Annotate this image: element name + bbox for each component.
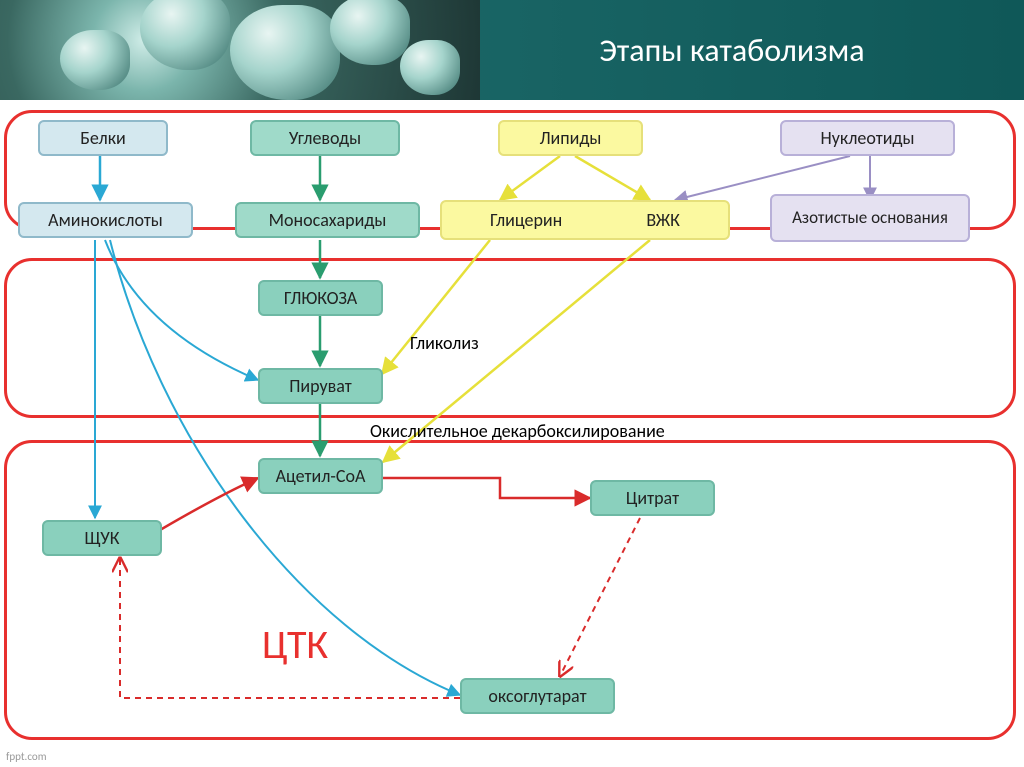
node-vzhk-label: ВЖК [646, 210, 680, 231]
node-acetyl: Ацетил-СоА [258, 458, 383, 494]
header-bar: Этапы катаболизма [0, 0, 1024, 100]
watermark: fppt.com [6, 750, 46, 763]
header-image [0, 0, 480, 100]
node-glycerin-label: Глицерин [490, 210, 562, 231]
node-nucleotides: Нуклеотиды [780, 120, 955, 156]
node-oxoglut: оксоглутарат [460, 678, 615, 714]
node-carbs: Углеводы [250, 120, 400, 156]
node-amino: Аминокислоты [18, 202, 193, 238]
node-citrate: Цитрат [590, 480, 715, 516]
node-mono: Моносахариды [235, 202, 420, 238]
node-lipids-split: Глицерин ВЖК [440, 200, 730, 240]
label-glycolysis: Гликолиз [410, 332, 479, 354]
stage-2-border [4, 258, 1016, 418]
page-title: Этапы катаболизма [480, 31, 1024, 70]
node-pyruvate: Пируват [258, 368, 383, 404]
node-proteins: Белки [38, 120, 168, 156]
node-shuk: ЩУК [42, 520, 162, 556]
node-lipids: Липиды [498, 120, 643, 156]
label-oxdecarb: Окислительное декарбоксилирование [370, 420, 665, 442]
node-glucose: ГЛЮКОЗА [258, 280, 383, 316]
node-bases: Азотистые основания [770, 194, 970, 242]
diagram-canvas: Белки Углеводы Липиды Нуклеотиды Аминоки… [0, 100, 1024, 767]
label-ctk: ЦТК [262, 620, 328, 669]
